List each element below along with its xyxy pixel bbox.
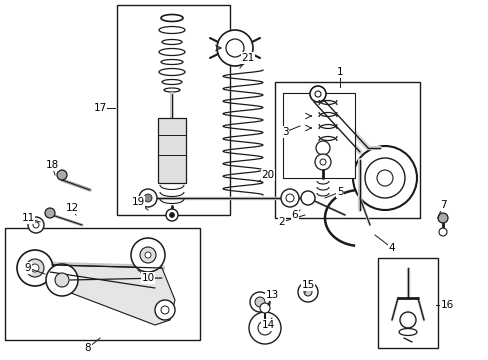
Circle shape [364, 158, 404, 198]
Polygon shape [50, 265, 175, 325]
Circle shape [155, 300, 175, 320]
Circle shape [165, 209, 178, 221]
Text: 21: 21 [241, 53, 254, 63]
Bar [274, 82, 419, 218]
Ellipse shape [162, 40, 182, 45]
Ellipse shape [161, 14, 183, 22]
Circle shape [249, 292, 269, 312]
Circle shape [55, 273, 69, 287]
Circle shape [285, 194, 293, 202]
Bar [117, 5, 229, 215]
Circle shape [248, 312, 281, 344]
Text: 19: 19 [131, 197, 144, 207]
Text: 7: 7 [439, 200, 446, 210]
Text: 13: 13 [265, 290, 278, 300]
Text: 12: 12 [65, 203, 79, 213]
Ellipse shape [163, 88, 180, 92]
Circle shape [131, 238, 164, 272]
Text: 3: 3 [281, 127, 288, 137]
Text: 11: 11 [21, 213, 35, 223]
Circle shape [225, 39, 244, 57]
Bar [5, 228, 200, 340]
Circle shape [28, 217, 44, 233]
Circle shape [297, 282, 317, 302]
Bar [283, 93, 354, 178]
Text: 10: 10 [141, 273, 154, 283]
Text: 8: 8 [84, 343, 91, 353]
Circle shape [46, 264, 78, 296]
Circle shape [438, 228, 446, 236]
Ellipse shape [161, 59, 183, 64]
Text: 1: 1 [336, 67, 343, 77]
Bar [158, 118, 185, 183]
Text: 14: 14 [261, 320, 274, 330]
Circle shape [139, 189, 157, 207]
Circle shape [260, 303, 269, 313]
Circle shape [33, 222, 39, 228]
Text: 5: 5 [336, 187, 343, 197]
Circle shape [376, 170, 392, 186]
Circle shape [437, 213, 447, 223]
Circle shape [45, 208, 55, 218]
Bar [377, 258, 437, 348]
Circle shape [319, 159, 325, 165]
Circle shape [309, 86, 325, 102]
Text: 2: 2 [278, 217, 285, 227]
Text: 20: 20 [261, 170, 274, 180]
Text: 6: 6 [291, 210, 298, 220]
Circle shape [145, 252, 151, 258]
Circle shape [281, 189, 298, 207]
Ellipse shape [159, 49, 184, 55]
Ellipse shape [162, 80, 182, 85]
Circle shape [31, 264, 39, 272]
Text: 4: 4 [388, 243, 394, 253]
Ellipse shape [398, 328, 416, 336]
Text: 15: 15 [301, 280, 314, 290]
Text: 16: 16 [440, 300, 453, 310]
Circle shape [258, 321, 271, 335]
Text: 9: 9 [24, 263, 31, 273]
Circle shape [26, 259, 44, 277]
Circle shape [315, 141, 329, 155]
Circle shape [217, 30, 252, 66]
Circle shape [254, 297, 264, 307]
Circle shape [17, 250, 53, 286]
Circle shape [140, 247, 156, 263]
Circle shape [57, 170, 67, 180]
Circle shape [304, 288, 311, 296]
Circle shape [169, 212, 174, 217]
Ellipse shape [159, 27, 184, 33]
Circle shape [399, 312, 415, 328]
Circle shape [161, 306, 169, 314]
Text: 18: 18 [45, 160, 59, 170]
Text: 17: 17 [93, 103, 106, 113]
Circle shape [352, 146, 416, 210]
Ellipse shape [159, 68, 184, 76]
Circle shape [143, 194, 152, 202]
Circle shape [301, 191, 314, 205]
Circle shape [314, 154, 330, 170]
Circle shape [314, 91, 320, 97]
